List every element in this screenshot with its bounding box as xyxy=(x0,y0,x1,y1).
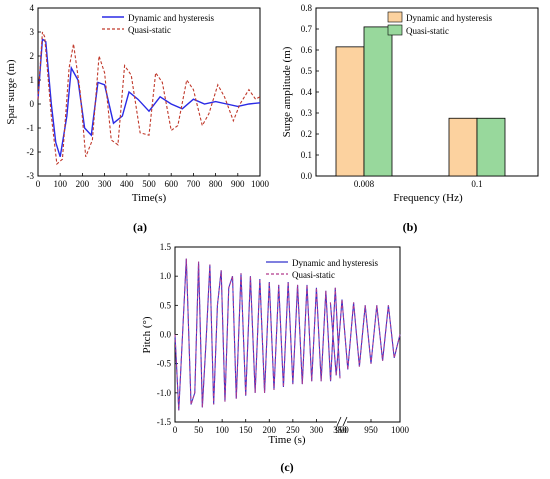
panel-b-y-tick-label: 0.7 xyxy=(301,24,313,34)
panel-b-y-tick-label: 0.1 xyxy=(301,150,312,160)
panel-c-x-tick-label: 200 xyxy=(263,425,277,435)
panel-a-x-tick-label: 400 xyxy=(120,179,134,189)
panel-c-y-axis-label: Pitch (°) xyxy=(141,316,153,353)
panel-a-x-tick-label: 500 xyxy=(142,179,156,189)
panel-a-y-tick-label: -2 xyxy=(27,147,35,157)
panel-c-x-tick-label: 900 xyxy=(335,425,349,435)
panel-a-y-tick-label: 3 xyxy=(30,27,35,37)
panel-b-legend-label-quasi: Quasi-static xyxy=(406,26,449,36)
panel-c-line-quasi-static-segment-1 xyxy=(174,258,341,411)
panel-b-y-tick-label: 0.0 xyxy=(301,171,313,181)
panel-c-legend-label-quasi: Quasi-static xyxy=(292,270,335,280)
panel-b-bars xyxy=(335,26,506,177)
panel-b-x-tick-label: 0.1 xyxy=(471,179,482,189)
panel-b-y-tick-label: 0.6 xyxy=(301,45,313,55)
panel-a-line-quasi-static xyxy=(37,31,261,166)
panel-c-x-axis-label: Time (s) xyxy=(268,434,306,446)
panel-a-x-tick-label: 900 xyxy=(231,179,245,189)
panel-a-y-tick-label: 0 xyxy=(30,99,35,109)
panel-a-y-tick-label: 4 xyxy=(30,3,35,13)
panel-c-plot-frame xyxy=(174,246,401,423)
panel-c-y-tick-label: 1.0 xyxy=(160,271,172,281)
panel-a-x-tick-label: 1000 xyxy=(251,179,270,189)
panel-a-x-tick-label: 800 xyxy=(209,179,223,189)
panel-a-x-tick-label: 100 xyxy=(53,179,67,189)
panel-c-y-tick-label: -1.5 xyxy=(157,417,172,427)
panel-a-label: (a) xyxy=(133,220,147,234)
panel-c-x-tick-label: 950 xyxy=(364,425,378,435)
panel-a-y-tick-label: -3 xyxy=(27,171,35,181)
panel-a-y-tick-label: 1 xyxy=(30,75,35,85)
panel-b-ticks: 0.0 0.1 0.2 0.3 0.4 0.5 0.6 0.7 0.8 0.008 0.1 xyxy=(301,3,483,189)
panel-c-y-tick-label: 1.5 xyxy=(160,242,172,252)
panel-a-x-axis-label: Time(s) xyxy=(132,192,167,204)
panel-a-line-dynamic-hysteresis xyxy=(37,37,261,158)
panel-a-x-tick-label: 300 xyxy=(98,179,112,189)
panel-b-y-tick-label: 0.2 xyxy=(301,129,312,139)
panel-a-y-axis-label: Spar surge (m) xyxy=(5,59,17,125)
panel-a-legend-label-dynamic: Dynamic and hysteresis xyxy=(128,13,214,23)
panel-c-y-tick-label: -0.5 xyxy=(157,359,172,369)
panel-a-surge-time-series: 0 100 200 300 400 500 600 700 800 900 1000 -3 -2 -1 0 1… xyxy=(5,3,270,234)
panel-b-bar-dynamic-0.1 xyxy=(448,117,478,177)
panel-b-x-tick-label: 0.008 xyxy=(354,179,375,189)
panel-a-y-tick-label: -1 xyxy=(27,123,35,133)
panel-c-x-tick-label: 250 xyxy=(286,425,300,435)
panel-b-y-tick-label: 0.4 xyxy=(301,87,313,97)
panel-a-legend: Dynamic and hysteresis Quasi-static xyxy=(102,13,214,35)
panel-a-x-tick-label: 700 xyxy=(187,179,201,189)
panel-a-x-tick-label: 600 xyxy=(164,179,178,189)
panel-a-y-tick-label: 2 xyxy=(30,51,35,61)
panel-c-series-lines xyxy=(174,258,401,411)
panel-c-x-tick-label: 300 xyxy=(310,425,324,435)
panel-b-x-axis-label: Frequency (Hz) xyxy=(393,192,463,204)
panel-b-legend-swatch-dynamic xyxy=(387,11,403,23)
panel-b-legend-label-dynamic: Dynamic and hysteresis xyxy=(406,13,492,23)
panel-b-legend: Dynamic and hysteresis Quasi-static xyxy=(387,11,492,36)
panel-c-y-tick-label: -1.0 xyxy=(157,388,172,398)
panel-b-y-axis-label: Surge amplitude (m) xyxy=(281,46,293,137)
panel-c-x-tick-label: 150 xyxy=(239,425,253,435)
panel-c-axis-break-mark-2 xyxy=(342,416,348,427)
panel-a-x-tick-label: 200 xyxy=(76,179,90,189)
panel-c-axis-break xyxy=(336,416,348,427)
panel-b-y-tick-label: 0.3 xyxy=(301,108,313,118)
panel-b-y-tick-label: 0.5 xyxy=(301,66,313,76)
panel-c-y-tick-label: 0.0 xyxy=(160,330,172,340)
panel-c-axis-break-mark-1 xyxy=(336,416,342,427)
panel-b-y-tick-label: 0.8 xyxy=(301,3,313,13)
panel-b-surge-amplitude-bars: 0.0 0.1 0.2 0.3 0.4 0.5 0.6 0.7 0.8 0.008 0.1 Dyna… xyxy=(281,3,539,234)
panel-c-axis-break-gap xyxy=(337,418,347,426)
panel-c-line-quasi-static-segment-2 xyxy=(329,299,401,376)
panel-b-bar-dynamic-0.008 xyxy=(335,46,365,177)
panel-a-x-tick-label: 0 xyxy=(36,179,41,189)
panel-c-legend-label-dynamic: Dynamic and hysteresis xyxy=(292,258,378,268)
panel-a-legend-label-quasi: Quasi-static xyxy=(128,25,171,35)
panel-b-legend-swatch-quasi xyxy=(387,24,403,36)
panel-c-y-tick-label: 0.5 xyxy=(160,300,172,310)
panel-c-x-tick-label: 50 xyxy=(194,425,204,435)
panel-b-bar-quasi-0.1 xyxy=(476,117,506,177)
panel-b-label: (b) xyxy=(403,220,418,234)
panel-c-x-tick-label: 1000 xyxy=(391,425,410,435)
panel-c-x-tick-label: 350 xyxy=(333,425,347,435)
panel-c-label: (c) xyxy=(280,460,293,474)
panel-c-line-dynamic-hysteresis-segment-1 xyxy=(174,258,341,411)
panel-c-x-tick-label: 0 xyxy=(173,425,178,435)
panel-a-ticks: 0 100 200 300 400 500 600 700 800 900 1000 -3 -2 -1 0 1… xyxy=(27,3,270,189)
panel-c-x-tick-label: 100 xyxy=(215,425,229,435)
panel-a-series-lines xyxy=(37,31,261,166)
panel-b-bar-quasi-0.008 xyxy=(363,26,393,177)
panel-c-legend: Dynamic and hysteresis Quasi-static xyxy=(266,258,378,280)
